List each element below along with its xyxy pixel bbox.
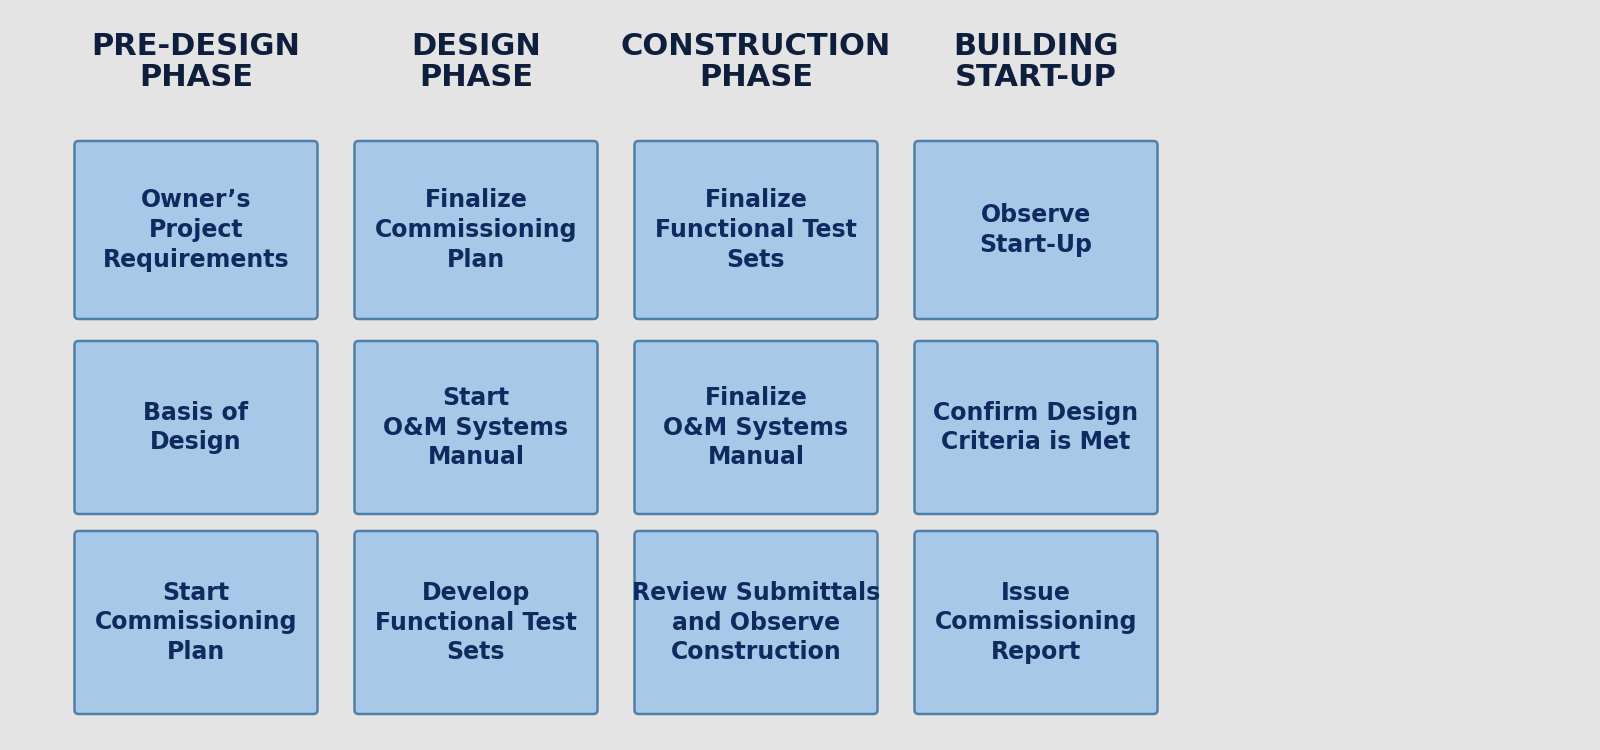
- FancyBboxPatch shape: [75, 531, 317, 714]
- Text: Finalize
O&M Systems
Manual: Finalize O&M Systems Manual: [664, 386, 848, 470]
- FancyBboxPatch shape: [75, 141, 317, 319]
- FancyBboxPatch shape: [915, 341, 1157, 514]
- Text: DESIGN
PHASE: DESIGN PHASE: [411, 32, 541, 92]
- Text: PRE-DESIGN
PHASE: PRE-DESIGN PHASE: [91, 32, 301, 92]
- Text: Start
O&M Systems
Manual: Start O&M Systems Manual: [384, 386, 568, 470]
- FancyBboxPatch shape: [635, 141, 877, 319]
- Text: BUILDING
START-UP: BUILDING START-UP: [954, 32, 1118, 92]
- Text: Issue
Commissioning
Report: Issue Commissioning Report: [934, 580, 1138, 664]
- FancyBboxPatch shape: [635, 341, 877, 514]
- FancyBboxPatch shape: [355, 141, 597, 319]
- FancyBboxPatch shape: [635, 531, 877, 714]
- Text: Confirm Design
Criteria is Met: Confirm Design Criteria is Met: [933, 400, 1139, 454]
- Text: Owner’s
Project
Requirements: Owner’s Project Requirements: [102, 188, 290, 272]
- Text: Start
Commissioning
Plan: Start Commissioning Plan: [94, 580, 298, 664]
- FancyBboxPatch shape: [75, 341, 317, 514]
- FancyBboxPatch shape: [915, 531, 1157, 714]
- FancyBboxPatch shape: [355, 341, 597, 514]
- Text: Finalize
Functional Test
Sets: Finalize Functional Test Sets: [654, 188, 858, 272]
- Text: Develop
Functional Test
Sets: Develop Functional Test Sets: [374, 580, 578, 664]
- Text: CONSTRUCTION
PHASE: CONSTRUCTION PHASE: [621, 32, 891, 92]
- Text: Review Submittals
and Observe
Construction: Review Submittals and Observe Constructi…: [632, 580, 880, 664]
- FancyBboxPatch shape: [355, 531, 597, 714]
- Text: Finalize
Commissioning
Plan: Finalize Commissioning Plan: [374, 188, 578, 272]
- FancyBboxPatch shape: [915, 141, 1157, 319]
- Text: Basis of
Design: Basis of Design: [144, 400, 248, 454]
- Text: Observe
Start-Up: Observe Start-Up: [979, 203, 1093, 256]
